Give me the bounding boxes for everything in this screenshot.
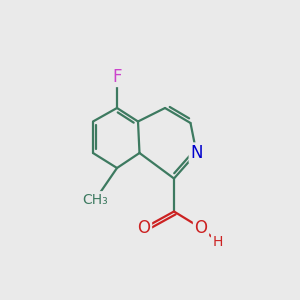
Text: O: O bbox=[194, 219, 208, 237]
Text: H: H bbox=[212, 235, 223, 248]
Text: CH₃: CH₃ bbox=[82, 193, 108, 206]
Text: N: N bbox=[190, 144, 203, 162]
Text: F: F bbox=[112, 68, 122, 85]
Text: O: O bbox=[137, 219, 151, 237]
